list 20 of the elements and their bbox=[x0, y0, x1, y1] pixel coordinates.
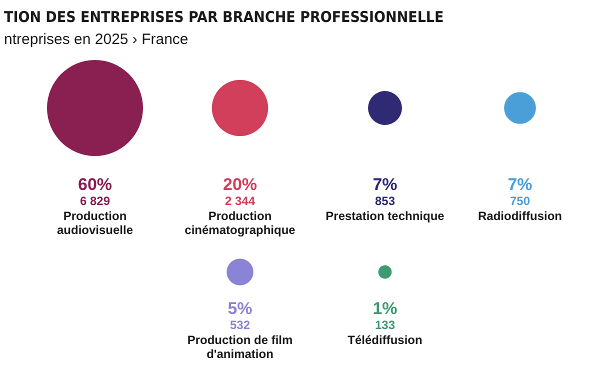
category-label: Radiodiffusion bbox=[478, 209, 562, 223]
category-label: Production de film d'animation bbox=[187, 333, 293, 361]
text: 1% bbox=[372, 299, 398, 318]
category-label: Production audiovisuelle bbox=[56, 209, 134, 237]
text: 20% bbox=[222, 175, 258, 194]
text: ntreprises en 2025 › France bbox=[4, 31, 188, 48]
data-label: 6 829 bbox=[80, 194, 110, 208]
text: TION DES ENTREPRISES PAR BRANCHE PROFESSIONNELLE bbox=[4, 8, 444, 26]
category-label: Production cinématographique bbox=[184, 209, 296, 237]
text: 7% bbox=[508, 175, 532, 194]
data-label: 133 bbox=[374, 318, 396, 332]
category-label: Télédiffusion bbox=[348, 333, 422, 347]
data-label: 2 344 bbox=[224, 194, 256, 208]
text: 5% bbox=[228, 299, 252, 318]
text: 7% bbox=[372, 175, 398, 194]
data-label: 532 bbox=[230, 318, 250, 332]
data-label: 750 bbox=[510, 194, 530, 208]
category-label: Prestation technique bbox=[326, 209, 445, 223]
data-label: 853 bbox=[374, 194, 396, 208]
text: 60% bbox=[78, 175, 112, 194]
